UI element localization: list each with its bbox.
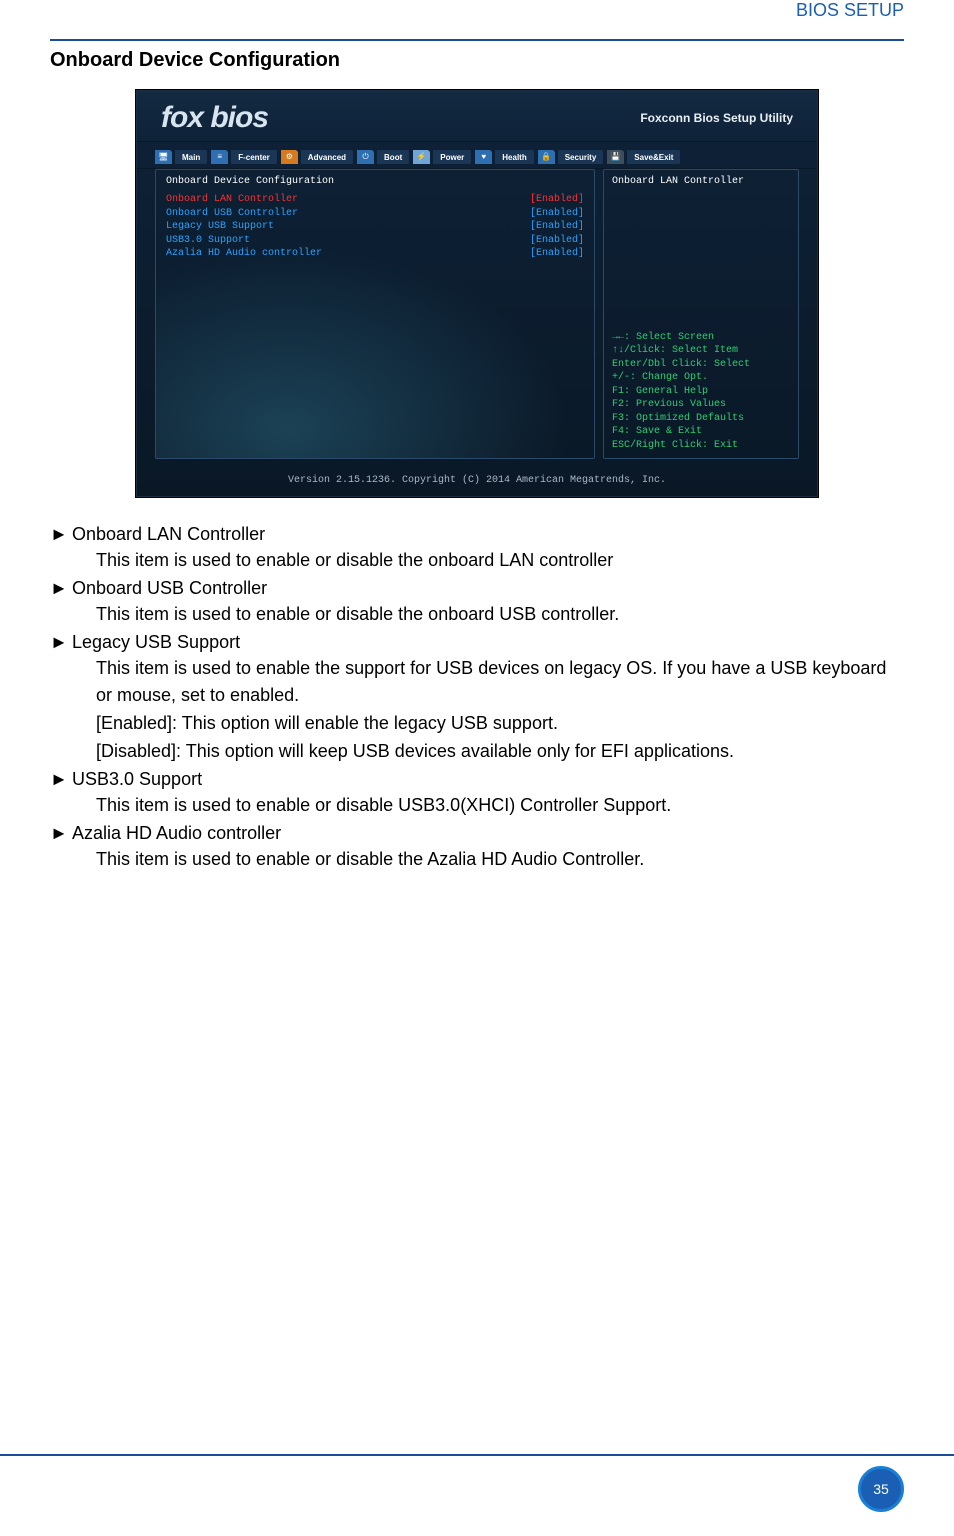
tab-icon: ♥ — [475, 150, 492, 164]
bios-help-key-line: F4: Save & Exit — [612, 425, 790, 439]
item-title: Onboard LAN Controller — [72, 521, 265, 547]
tab-icon: 🔒 — [538, 150, 555, 164]
page-number-badge: 35 — [858, 1466, 904, 1512]
bios-setting-row[interactable]: Azalia HD Audio controller [Enabled] — [166, 247, 584, 261]
bios-setting-row[interactable]: Onboard USB Controller [Enabled] — [166, 207, 584, 221]
tab-icon: 💾 — [607, 150, 624, 164]
triangle-bullet-icon: ► — [50, 766, 72, 792]
item-title: USB3.0 Support — [72, 766, 202, 792]
bios-help-key-line: Enter/Dbl Click: Select — [612, 358, 790, 372]
bios-tab[interactable]: 🔒Security — [538, 150, 604, 164]
item-description: This item is used to enable or disable U… — [96, 792, 904, 818]
item-title: Legacy USB Support — [72, 629, 240, 655]
triangle-bullet-icon: ► — [50, 629, 72, 655]
bios-screenshot: fox bios Foxconn Bios Setup Utility 🖥Mai… — [136, 90, 818, 497]
bios-setting-name: USB3.0 Support — [166, 234, 250, 248]
bios-help-key-line: F1: General Help — [612, 385, 790, 399]
bios-setting-value: [Enabled] — [530, 247, 584, 261]
item-heading: ►Onboard USB Controller — [50, 575, 904, 601]
item-description: This item is used to enable or disable t… — [96, 547, 904, 573]
item-heading: ►USB3.0 Support — [50, 766, 904, 792]
bios-tab[interactable]: ⚙Advanced — [281, 150, 353, 164]
bios-setting-value: [Enabled] — [530, 193, 584, 207]
item-heading: ►Legacy USB Support — [50, 629, 904, 655]
item-description: This item is used to enable the support … — [96, 655, 904, 707]
tab-label: Advanced — [301, 150, 353, 164]
item-title: Azalia HD Audio controller — [72, 820, 281, 846]
tab-label: F-center — [231, 150, 277, 164]
bios-tab[interactable]: ⚡Power — [413, 150, 471, 164]
tab-label: Health — [495, 150, 533, 164]
bios-setting-row[interactable]: Legacy USB Support [Enabled] — [166, 220, 584, 234]
bios-panel-title: Onboard Device Configuration — [166, 176, 584, 187]
bios-setting-name: Azalia HD Audio controller — [166, 247, 322, 261]
item-title: Onboard USB Controller — [72, 575, 267, 601]
bios-setting-row[interactable]: Onboard LAN Controller [Enabled] — [166, 193, 584, 207]
triangle-bullet-icon: ► — [50, 820, 72, 846]
bios-left-panel: Onboard Device Configuration Onboard LAN… — [155, 169, 595, 459]
bios-setting-value: [Enabled] — [530, 234, 584, 248]
bios-help-key-line: →←: Select Screen — [612, 331, 790, 345]
bios-tab[interactable]: ≡F-center — [211, 150, 277, 164]
tab-icon: 🖥 — [155, 150, 172, 164]
tab-label: Power — [433, 150, 471, 164]
bios-setting-name: Onboard USB Controller — [166, 207, 298, 221]
bios-footer: Version 2.15.1236. Copyright (C) 2014 Am… — [137, 469, 817, 496]
bios-setting-value: [Enabled] — [530, 207, 584, 221]
bios-help-key-line: ↑↓/Click: Select Item — [612, 344, 790, 358]
section-title: Onboard Device Configuration — [50, 49, 904, 72]
bios-tab[interactable]: ♥Health — [475, 150, 533, 164]
tab-icon: ⚡ — [413, 150, 430, 164]
triangle-bullet-icon: ► — [50, 575, 72, 601]
item-description: This item is used to enable or disable t… — [96, 846, 904, 872]
tab-icon: ⚙ — [281, 150, 298, 164]
bios-setting-name: Legacy USB Support — [166, 220, 274, 234]
bios-help-panel: Onboard LAN Controller →←: Select Screen… — [603, 169, 799, 459]
bios-body: Onboard Device Configuration Onboard LAN… — [137, 169, 817, 469]
item-description: [Disabled]: This option will keep USB de… — [96, 738, 904, 764]
bios-help-key-line: F2: Previous Values — [612, 398, 790, 412]
bios-help-key-line: ESC/Right Click: Exit — [612, 439, 790, 453]
bios-tab[interactable]: 🖥Main — [155, 150, 207, 164]
bios-tabs: 🖥Main ≡F-center ⚙Advanced ⏻Boot ⚡Power ♥Healt… — [137, 141, 817, 169]
tab-icon: ⏻ — [357, 150, 374, 164]
bios-help-key-line: +/-: Change Opt. — [612, 371, 790, 385]
item-heading: ►Azalia HD Audio controller — [50, 820, 904, 846]
item-description: This item is used to enable or disable t… — [96, 601, 904, 627]
bios-help-key-line: F3: Optimized Defaults — [612, 412, 790, 426]
bios-help-title: Onboard LAN Controller — [612, 176, 790, 187]
bios-tab[interactable]: ⏻Boot — [357, 150, 409, 164]
bios-setting-row[interactable]: USB3.0 Support [Enabled] — [166, 234, 584, 248]
tab-label: Save&Exit — [627, 150, 680, 164]
item-heading: ►Onboard LAN Controller — [50, 521, 904, 547]
tab-label: Security — [558, 150, 604, 164]
content-body: ►Onboard LAN ControllerThis item is used… — [50, 521, 904, 872]
tab-label: Boot — [377, 150, 409, 164]
tab-label: Main — [175, 150, 207, 164]
tab-icon: ≡ — [211, 150, 228, 164]
bios-help-keys: →←: Select Screen↑↓/Click: Select ItemEn… — [612, 331, 790, 453]
item-description: [Enabled]: This option will enable the l… — [96, 710, 904, 736]
bios-titlebar: fox bios Foxconn Bios Setup Utility — [137, 91, 817, 141]
header-rule — [50, 39, 904, 41]
bios-setting-value: [Enabled] — [530, 220, 584, 234]
bios-logo: fox bios — [161, 101, 268, 135]
bios-tab[interactable]: 💾Save&Exit — [607, 150, 680, 164]
bios-brand: Foxconn Bios Setup Utility — [640, 111, 793, 125]
triangle-bullet-icon: ► — [50, 521, 72, 547]
bios-setting-name: Onboard LAN Controller — [166, 193, 298, 207]
header-right-title: BIOS SETUP — [796, 0, 904, 21]
